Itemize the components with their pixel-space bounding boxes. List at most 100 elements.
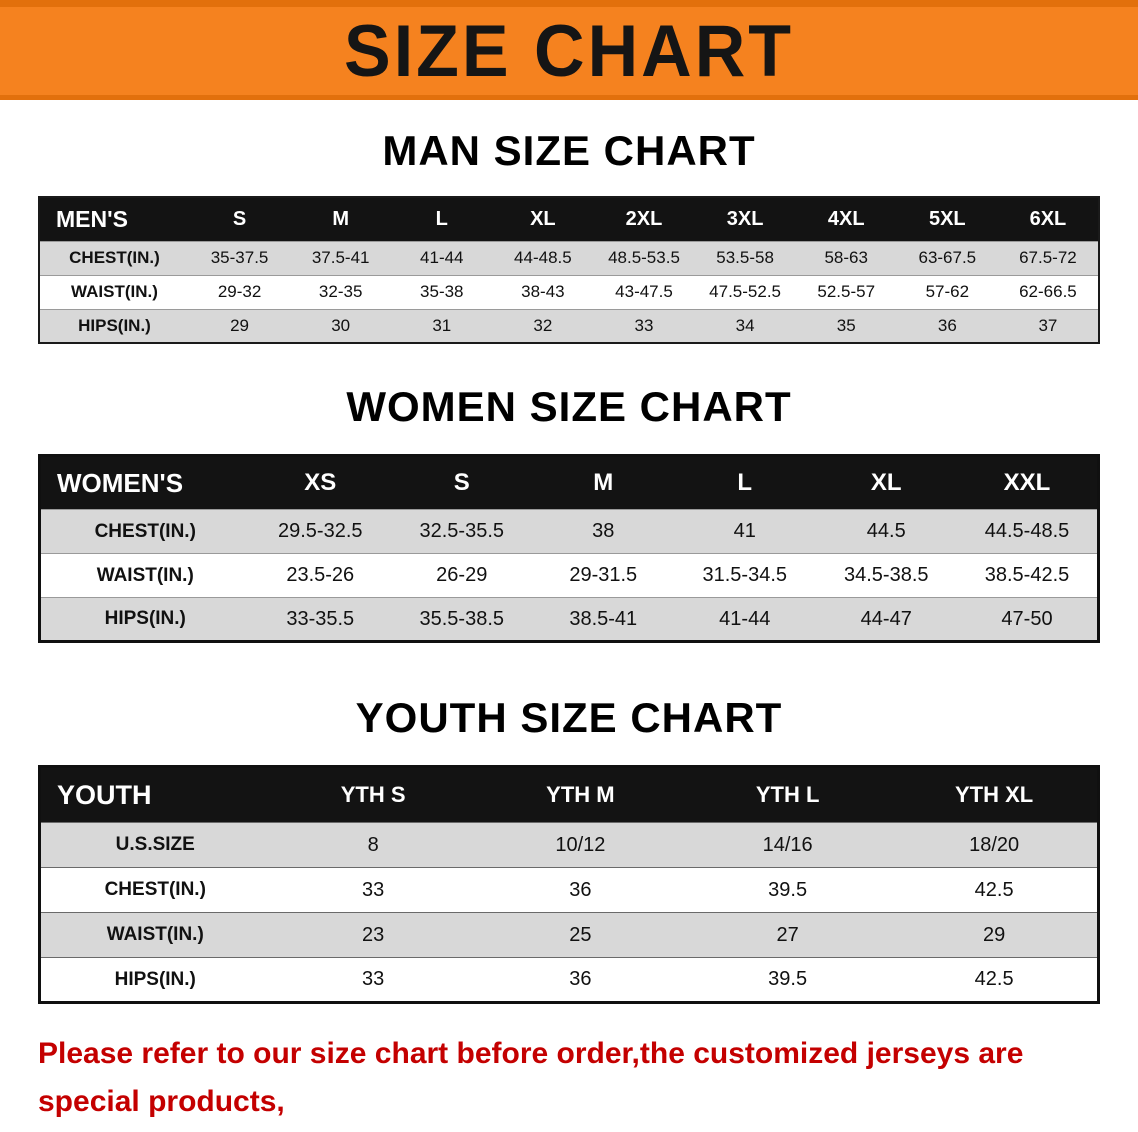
size-value-cell: 10/12	[555, 833, 606, 856]
size-value-cell: 30	[331, 315, 351, 335]
size-value-cell: 31.5-34.5	[702, 564, 787, 586]
size-column-header: YTH M	[476, 766, 684, 823]
size-column-header: L	[391, 197, 493, 241]
size-value-cell: 31	[432, 315, 452, 335]
men-size-chart-heading: MAN SIZE CHART	[382, 127, 756, 174]
disclaimer-line-1: Please refer to our size chart before or…	[38, 1037, 1024, 1118]
size-value-cell: 41-44	[719, 607, 771, 630]
size-column-header: 4XL	[795, 197, 897, 241]
women-size-chart-heading: WOMEN SIZE CHART	[346, 383, 792, 430]
size-column-header: YTH S	[269, 766, 477, 823]
youth-section: YOUTH SIZE CHART YOUTH YTH S YTH M YTH L YTH…	[0, 695, 1138, 1004]
measurement-label: CHEST(IN.)	[94, 520, 196, 542]
table-group-label: YOUTH	[39, 766, 270, 823]
table-row: HIPS(IN.) 33-35.5 35.5-38.5 38.5-41 41-44 44-…	[39, 597, 1099, 642]
measurement-label: WAIST(IN.)	[106, 924, 204, 945]
table-header-row: WOMEN'S XS S M L XL XXL	[39, 455, 1099, 510]
size-value-cell: 48.5-53.5	[608, 248, 680, 267]
size-value-cell: 33-35.5	[286, 607, 355, 630]
size-value-cell: 47-50	[1001, 607, 1053, 630]
measurement-label: CHEST(IN.)	[104, 879, 206, 900]
size-value-cell: 35-38	[420, 282, 464, 301]
size-column-header: 5XL	[896, 197, 998, 241]
size-value-cell: 63-67.5	[918, 248, 977, 267]
size-value-cell: 39.5	[768, 878, 808, 901]
size-value-cell: 33	[634, 315, 654, 335]
size-column-header: M	[532, 455, 674, 510]
size-value-cell: 34.5-38.5	[843, 564, 929, 586]
size-value-cell: 57-62	[925, 282, 970, 301]
measurement-label: HIPS(IN.)	[104, 608, 186, 629]
size-value-cell: 38.5-41	[569, 607, 638, 630]
table-group-label: WOMEN'S	[39, 455, 250, 510]
size-value-cell: 14/16	[762, 833, 813, 856]
size-value-cell: 62-66.5	[1019, 282, 1077, 301]
size-value-cell: 36	[569, 878, 592, 901]
size-value-cell: 38	[592, 520, 615, 542]
men-section: MAN SIZE CHART MEN'S S M L XL 2XL 3XL 4XL 5XL 6XL…	[0, 128, 1138, 344]
size-value-cell: 36	[937, 315, 957, 335]
youth-size-table: YOUTH YTH S YTH M YTH L YTH XL U.S.SIZE 8 10/12…	[38, 765, 1100, 1004]
size-value-cell: 47.5-52.5	[709, 282, 782, 301]
size-value-cell: 32	[533, 315, 553, 335]
size-column-header: 3XL	[694, 197, 796, 241]
size-value-cell: 27	[776, 923, 799, 946]
table-row: HIPS(IN.) 33 36 39.5 42.5	[39, 957, 1099, 1003]
size-value-cell: 29-32	[217, 282, 262, 301]
size-value-cell: 33	[362, 878, 385, 901]
table-header-row: MEN'S S M L XL 2XL 3XL 4XL 5XL 6XL	[39, 197, 1099, 241]
measurement-label: U.S.SIZE	[115, 834, 195, 855]
size-column-header: 2XL	[593, 197, 695, 241]
table-header-row: YOUTH YTH S YTH M YTH L YTH XL	[39, 766, 1099, 823]
table-row: WAIST(IN.) 29-32 32-35 35-38 38-43 43-47.5 47.…	[39, 275, 1099, 309]
size-value-cell: 39.5	[768, 968, 808, 990]
measurement-label: CHEST(IN.)	[69, 248, 160, 267]
size-value-cell: 29	[230, 315, 250, 335]
size-value-cell: 32.5-35.5	[419, 520, 504, 542]
youth-size-chart-heading: YOUTH SIZE CHART	[355, 694, 783, 741]
size-value-cell: 29-31.5	[569, 564, 638, 586]
size-value-cell: 23	[362, 923, 385, 946]
size-column-header: XS	[249, 455, 391, 510]
size-value-cell: 26-29	[436, 564, 488, 586]
measurement-label: HIPS(IN.)	[114, 968, 196, 990]
size-value-cell: 35.5-38.5	[419, 607, 504, 630]
size-column-header: XL	[492, 197, 594, 241]
table-row: WAIST(IN.) 23.5-26 26-29 29-31.5 31.5-34.5 34…	[39, 553, 1099, 598]
measurement-label: HIPS(IN.)	[78, 315, 151, 335]
size-value-cell: 38-43	[521, 282, 565, 301]
size-column-header: XXL	[957, 455, 1099, 510]
size-column-header: L	[674, 455, 816, 510]
size-column-header: S	[391, 455, 533, 510]
table-group-label: MEN'S	[39, 197, 189, 241]
size-value-cell: 44-47	[860, 607, 912, 630]
size-value-cell: 43-47.5	[615, 282, 673, 301]
size-value-cell: 41	[733, 520, 756, 542]
table-row: WAIST(IN.) 23 25 27 29	[39, 912, 1099, 958]
table-row: CHEST(IN.) 35-37.5 37.5-41 41-44 44-48.5 48.5…	[39, 241, 1099, 275]
size-value-cell: 42.5	[974, 968, 1014, 990]
size-column-header: S	[189, 197, 291, 241]
table-row: CHEST(IN.) 33 36 39.5 42.5	[39, 867, 1099, 913]
disclaimer: Please refer to our size chart before or…	[0, 1030, 1138, 1132]
size-value-cell: 58-63	[824, 248, 868, 267]
size-value-cell: 52.5-57	[817, 282, 876, 301]
size-value-cell: 44.5-48.5	[984, 520, 1070, 542]
size-value-cell: 36	[569, 968, 592, 990]
disclaimer-line-2: we don't accept cancel, change, teturn o…	[38, 1126, 1100, 1132]
size-value-cell: 18/20	[969, 833, 1020, 856]
size-column-header: 6XL	[997, 197, 1099, 241]
women-section: WOMEN SIZE CHART WOMEN'S XS S M L XL XXL CHEST(…	[0, 384, 1138, 643]
size-value-cell: 53.5-58	[716, 248, 774, 267]
size-value-cell: 32-35	[318, 282, 363, 301]
size-value-cell: 41-44	[420, 248, 464, 267]
measurement-label: WAIST(IN.)	[96, 564, 194, 586]
size-column-header: YTH L	[684, 766, 892, 823]
size-value-cell: 34	[735, 315, 755, 335]
table-row: CHEST(IN.) 29.5-32.5 32.5-35.5 38 41 44.5 44.5…	[39, 509, 1099, 554]
size-column-header: YTH XL	[891, 766, 1099, 823]
size-value-cell: 38.5-42.5	[984, 564, 1070, 586]
size-value-cell: 29.5-32.5	[277, 520, 363, 542]
size-value-cell: 8	[367, 833, 379, 856]
